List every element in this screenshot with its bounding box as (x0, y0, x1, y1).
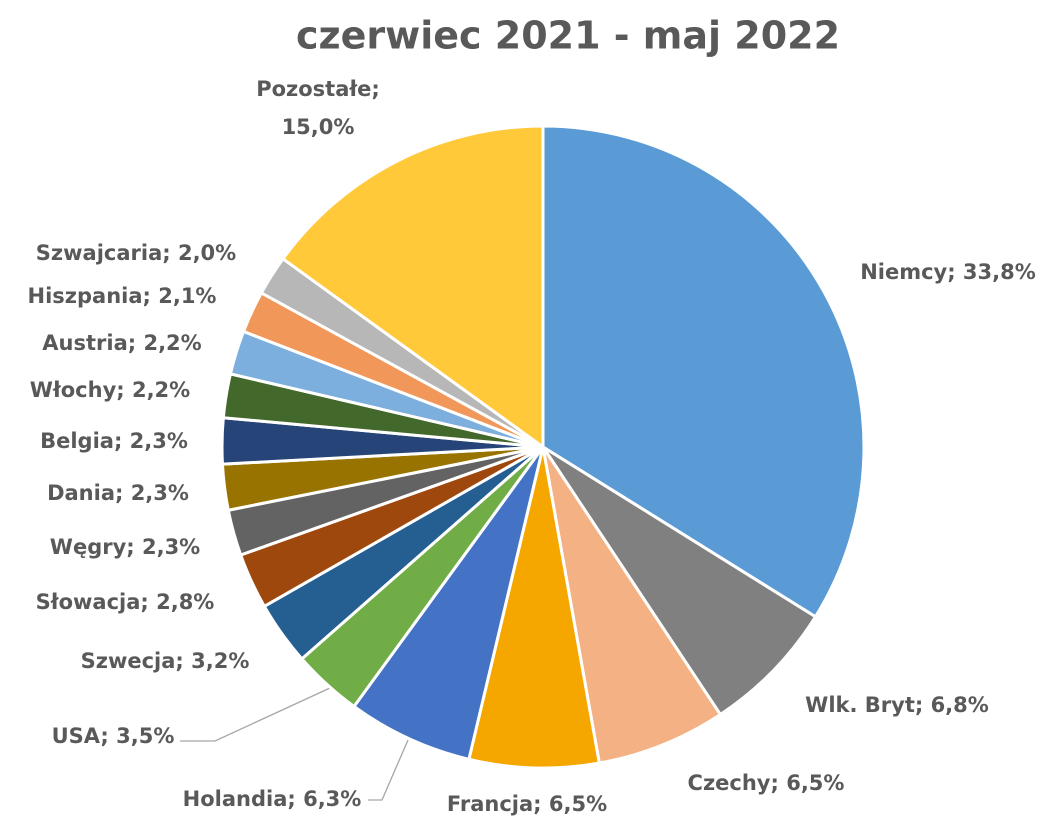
pie-slice (541, 446, 723, 765)
data-label: Belgia; 2,3% (40, 429, 188, 453)
data-label: Niemcy; 33,8% (860, 260, 1036, 284)
data-label: Dania; 2,3% (47, 481, 189, 505)
data-label: USA; 3,5% (52, 724, 175, 748)
pie-slice (351, 446, 545, 762)
data-label: Węgry; 2,3% (50, 535, 200, 559)
pie-slice (541, 124, 866, 619)
chart-title: czerwiec 2021 - maj 2022 (296, 14, 840, 58)
data-label: Austria; 2,2% (42, 331, 201, 355)
data-label: Włochy; 2,2% (30, 378, 190, 402)
data-label: Czechy; 6,5% (688, 771, 845, 795)
data-label: Holandia; 6,3% (183, 787, 362, 811)
leader-line (180, 687, 331, 742)
pie-slice (280, 124, 545, 450)
data-label: Hiszpania; 2,1% (28, 284, 217, 308)
leader-line (368, 739, 409, 801)
data-label: Francja; 6,5% (447, 792, 607, 816)
data-label: Szwecja; 3,2% (81, 649, 250, 673)
data-label: Słowacja; 2,8% (36, 590, 215, 614)
pie-slice (541, 445, 818, 717)
data-label: Pozostałe; 15,0% (256, 77, 380, 139)
data-label: Wlk. Bryt; 6,8% (805, 693, 989, 717)
data-label: Szwajcaria; 2,0% (36, 241, 236, 265)
pie-slice (467, 446, 602, 770)
